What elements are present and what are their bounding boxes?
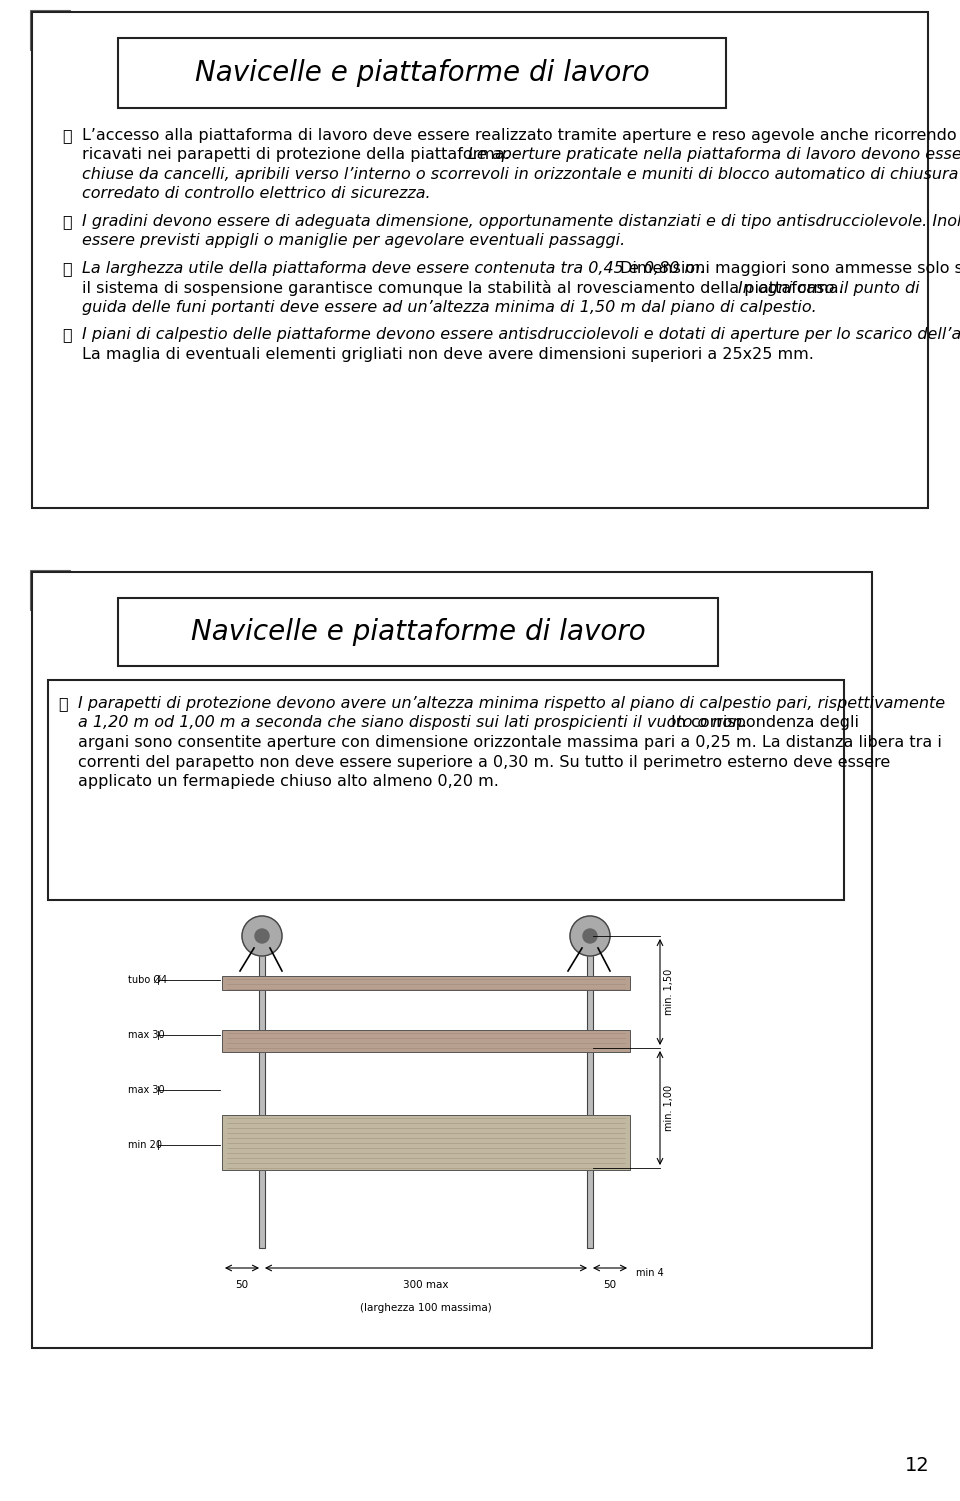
Text: I gradini devono essere di adeguata dimensione, opportunamente distanziati e di : I gradini devono essere di adeguata dime… (82, 215, 960, 230)
Text: il sistema di sospensione garantisce comunque la stabilità al rovesciamento dell: il sistema di sospensione garantisce com… (82, 281, 849, 297)
Text: min. 1,00: min. 1,00 (664, 1085, 674, 1132)
Bar (222, 1115, 630, 1169)
Bar (259, 919, 265, 1247)
Bar (32, 572, 872, 1348)
Circle shape (255, 929, 269, 943)
Text: Navicelle e piattaforme di lavoro: Navicelle e piattaforme di lavoro (191, 618, 645, 645)
Bar (118, 597, 718, 666)
Text: 50: 50 (604, 1280, 616, 1289)
Text: a 1,20 m od 1,00 m a seconda che siano disposti sui lati prospicienti il vuoto o: a 1,20 m od 1,00 m a seconda che siano d… (78, 716, 753, 731)
Text: I parapetti di protezione devono avere un’altezza minima rispetto al piano di ca: I parapetti di protezione devono avere u… (78, 696, 946, 711)
Text: ⑂: ⑂ (62, 261, 72, 276)
Text: tubo Ø4: tubo Ø4 (128, 976, 167, 985)
Text: In corrispondenza degli: In corrispondenza degli (671, 716, 859, 731)
Text: La larghezza utile della piattaforma deve essere contenuta tra 0,45 e 0,80 m.: La larghezza utile della piattaforma dev… (82, 261, 710, 276)
Text: Le aperture praticate nella piattaforma di lavoro devono essere: Le aperture praticate nella piattaforma … (468, 147, 960, 162)
Bar (50, 11, 70, 30)
Bar (118, 38, 726, 108)
Text: I piani di calpestio delle piattaforme devono essere antisdrucciolevoli e dotati: I piani di calpestio delle piattaforme d… (82, 327, 960, 342)
Text: guida delle funi portanti deve essere ad un’altezza minima di 1,50 m dal piano d: guida delle funi portanti deve essere ad… (82, 300, 817, 315)
Bar (50, 590, 70, 609)
Text: ⑂: ⑂ (62, 327, 72, 342)
Bar (222, 976, 630, 991)
Text: argani sono consentite aperture con dimensione orizzontale massima pari a 0,25 m: argani sono consentite aperture con dime… (78, 735, 942, 750)
Circle shape (570, 916, 610, 956)
Text: Dimensioni maggiori sono ammesse solo se: Dimensioni maggiori sono ammesse solo se (620, 261, 960, 276)
Bar (30, 590, 50, 609)
Text: In ogni caso il punto di: In ogni caso il punto di (737, 281, 919, 296)
Text: essere previsti appigli o maniglie per agevolare eventuali passaggi.: essere previsti appigli o maniglie per a… (82, 234, 625, 249)
Text: max 30: max 30 (128, 1030, 164, 1040)
Text: min 4: min 4 (636, 1268, 663, 1277)
Bar (222, 1030, 630, 1052)
Circle shape (583, 929, 597, 943)
Bar (30, 11, 50, 30)
Text: correnti del parapetto non deve essere superiore a 0,30 m. Su tutto il perimetro: correnti del parapetto non deve essere s… (78, 755, 890, 770)
Text: min. 1,50: min. 1,50 (664, 968, 674, 1015)
Text: L’accesso alla piattaforma di lavoro deve essere realizzato tramite aperture e r: L’accesso alla piattaforma di lavoro dev… (82, 128, 960, 143)
Bar (30, 570, 50, 590)
Text: (larghezza 100 massima): (larghezza 100 massima) (360, 1303, 492, 1313)
Bar (30, 30, 50, 50)
Text: max 30: max 30 (128, 1085, 164, 1096)
Bar (32, 12, 928, 507)
Bar (50, 30, 70, 50)
Text: Navicelle e piattaforme di lavoro: Navicelle e piattaforme di lavoro (195, 59, 649, 87)
Text: ⑂: ⑂ (62, 128, 72, 143)
Text: 50: 50 (235, 1280, 249, 1289)
Text: La maglia di eventuali elementi grigliati non deve avere dimensioni superiori a : La maglia di eventuali elementi grigliat… (82, 347, 814, 362)
Bar (48, 680, 844, 901)
Bar (50, 570, 70, 590)
Text: ⑂: ⑂ (58, 696, 67, 711)
Text: chiuse da cancelli, apribili verso l’interno o scorrevoli in orizzontale e munit: chiuse da cancelli, apribili verso l’int… (82, 167, 958, 182)
Bar (587, 919, 593, 1247)
Text: ⑂: ⑂ (62, 215, 72, 230)
Text: ricavati nei parapetti di protezione della piattaforma.: ricavati nei parapetti di protezione del… (82, 147, 515, 162)
Text: min 20: min 20 (128, 1139, 162, 1150)
Circle shape (242, 916, 282, 956)
Text: 300 max: 300 max (403, 1280, 448, 1289)
Text: applicato un fermapiede chiuso alto almeno 0,20 m.: applicato un fermapiede chiuso alto alme… (78, 775, 499, 790)
Text: corredato di controllo elettrico di sicurezza.: corredato di controllo elettrico di sicu… (82, 186, 431, 201)
Text: 12: 12 (905, 1456, 930, 1475)
